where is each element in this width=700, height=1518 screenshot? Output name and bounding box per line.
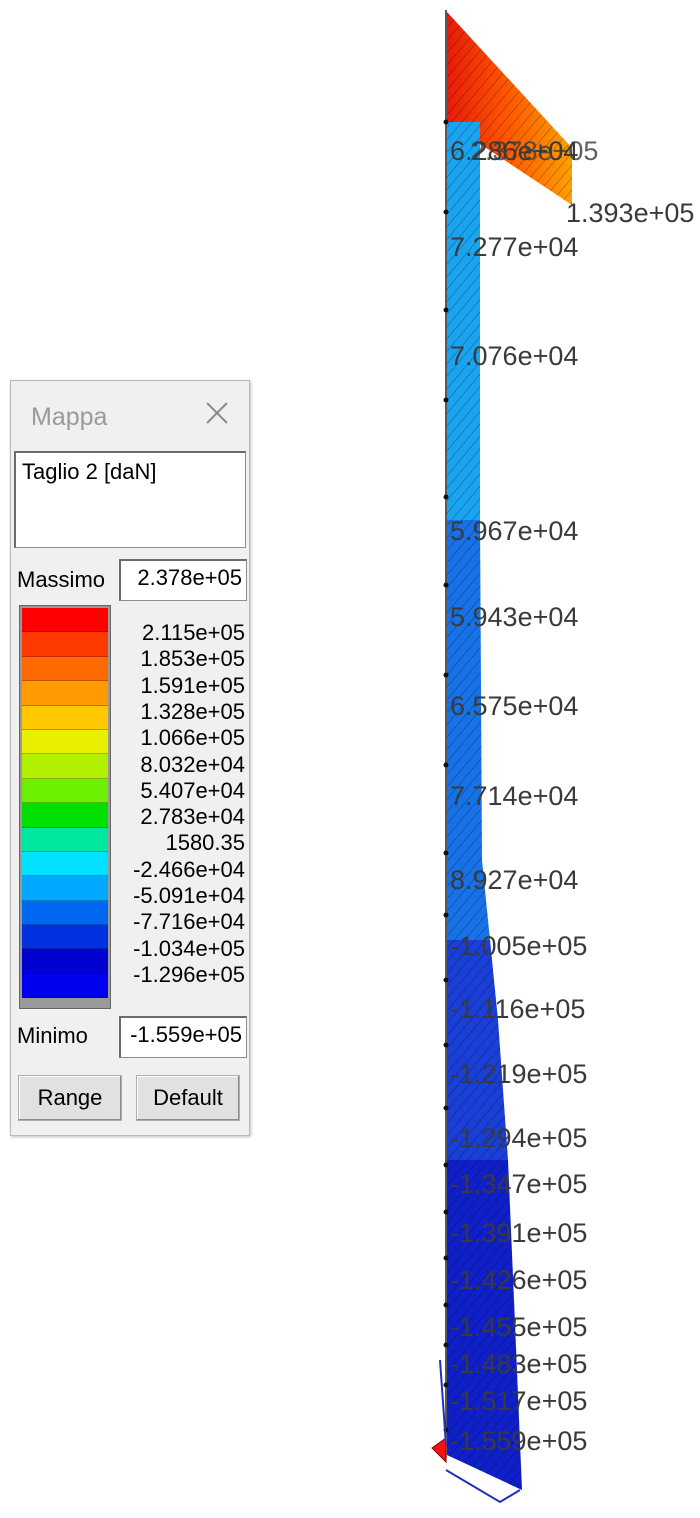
scale-tick-label: 1580.35	[165, 830, 245, 856]
diagram-value-label: 1.393e+05	[566, 198, 694, 228]
diagram-value-label: 5.967e+04	[450, 516, 578, 546]
support-icon	[431, 1437, 447, 1464]
color-scale-bar	[19, 605, 111, 1009]
default-button[interactable]: Default	[136, 1075, 240, 1121]
scale-tick-label: 5.407e+04	[140, 777, 245, 803]
node-marker	[443, 397, 449, 403]
close-icon[interactable]	[201, 397, 233, 429]
scale-swatch	[22, 656, 108, 682]
node-markers	[443, 119, 449, 1433]
scale-tick-label: -7.716e+04	[133, 909, 245, 935]
diagram-value-label: -1.347e+05	[450, 1169, 587, 1199]
scale-swatch	[22, 754, 108, 779]
diagram-value-label: -1.391e+05	[450, 1218, 587, 1248]
diagram-value-label: -1.559e+05	[450, 1426, 587, 1456]
node-marker	[443, 1255, 449, 1261]
node-marker	[443, 912, 449, 918]
diagram-value-label: -1.005e+05	[450, 931, 587, 961]
scale-swatch	[22, 778, 108, 804]
scale-swatch	[22, 681, 108, 706]
node-marker	[443, 762, 449, 768]
scale-swatch	[22, 851, 108, 877]
scale-swatch	[22, 729, 108, 755]
diagram-value-label: 7.714e+04	[450, 781, 578, 811]
node-marker	[443, 307, 449, 313]
min-value-input[interactable]: -1.559e+05	[119, 1016, 247, 1058]
scale-swatch	[22, 900, 108, 926]
diagram-value-label: -1.455e+05	[450, 1312, 587, 1342]
range-button[interactable]: Range	[18, 1075, 122, 1121]
node-marker	[443, 1302, 449, 1308]
max-value-input[interactable]: 2.378e+05	[119, 559, 247, 601]
scale-tick-label: -5.091e+04	[133, 883, 245, 908]
support-outline	[439, 1359, 521, 1504]
scale-swatch	[22, 925, 108, 950]
scale-tick-label: 1.328e+05	[140, 698, 245, 724]
scale-swatch	[22, 608, 108, 633]
scale-tick-label: 8.032e+04	[140, 751, 245, 777]
diagram-value-label: -1.426e+05	[450, 1265, 587, 1295]
node-marker	[443, 209, 449, 215]
scale-tick-label: 1.066e+05	[140, 725, 245, 751]
node-marker	[443, 1209, 449, 1215]
node-marker	[443, 850, 449, 856]
min-label: Minimo	[17, 1023, 88, 1048]
node-marker	[443, 672, 449, 678]
diagram-value-label: 7.076e+04	[450, 341, 578, 371]
diagram-value-label: 5.943e+04	[450, 602, 578, 632]
diagram-top-label: 2.378e+05	[470, 136, 598, 166]
scale-swatch	[22, 876, 108, 901]
node-marker	[443, 119, 449, 125]
node-marker	[443, 1382, 449, 1388]
diagram-value-label: 8.927e+04	[450, 865, 578, 895]
diagram-value-label: -1.517e+05	[450, 1386, 587, 1416]
node-marker	[443, 1162, 449, 1168]
scale-tick-label: 1.853e+05	[140, 646, 245, 672]
panel-title: Mappa	[31, 403, 108, 431]
node-marker	[443, 977, 449, 983]
node-marker	[443, 1042, 449, 1048]
scale-tick-label: -2.466e+04	[133, 856, 245, 882]
diagram-value-label: 6.575e+04	[450, 691, 578, 721]
scale-swatch	[22, 705, 108, 730]
diagram-value-label: -1.116e+05	[450, 994, 585, 1024]
scale-swatch	[22, 973, 108, 999]
diagram-value-label: 7.277e+04	[450, 232, 578, 262]
diagram-value-label: -1.294e+05	[450, 1123, 587, 1153]
scale-tick-label: -1.034e+05	[133, 935, 245, 961]
scale-tick-label: -1.296e+05	[133, 961, 245, 987]
node-marker	[443, 1105, 449, 1111]
diagram-value-label: -1.219e+05	[450, 1059, 587, 1089]
scale-swatch	[22, 827, 108, 852]
node-marker	[443, 582, 449, 588]
scale-tick-label: 1.591e+05	[140, 672, 245, 698]
scale-tick-label: 2.115e+05	[142, 620, 245, 645]
quantity-field[interactable]: Taglio 2 [daN]	[14, 451, 246, 548]
diagram-value-label: 6.286e+04	[450, 136, 578, 166]
node-marker	[443, 1342, 449, 1348]
scale-swatch	[22, 632, 108, 657]
scale-tick-label: 2.783e+04	[140, 804, 245, 830]
node-marker	[443, 494, 449, 500]
map-panel[interactable]: Mappa Taglio 2 [daN] Massimo 2.378e+05 2…	[10, 380, 250, 1136]
max-label: Massimo	[17, 567, 106, 592]
diagram-value-label: -1.483e+05	[450, 1349, 587, 1379]
scale-swatch	[22, 803, 108, 828]
scale-swatch	[22, 949, 108, 974]
